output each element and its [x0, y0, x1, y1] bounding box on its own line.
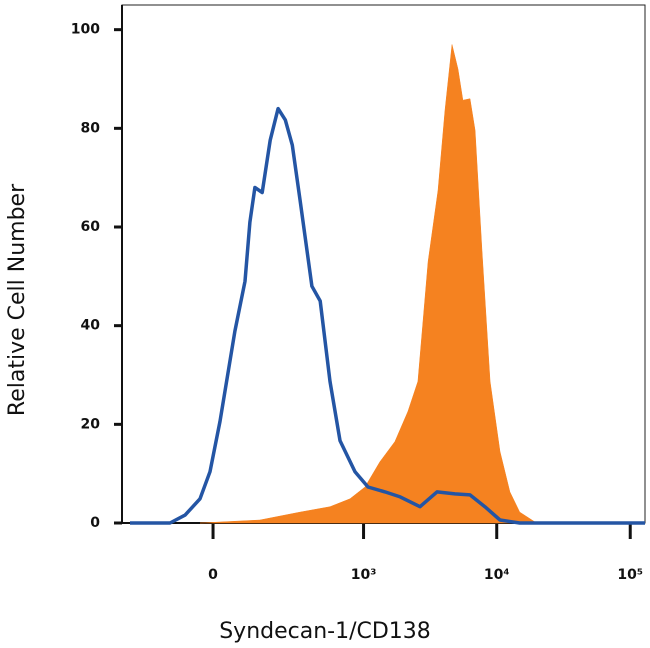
plot-frame: [121, 4, 646, 524]
x-tick-label: 10⁵: [617, 567, 643, 583]
histogram-area: [199, 44, 646, 524]
x-tick-label: 10³: [351, 567, 377, 583]
y-tick-label: 20: [81, 416, 101, 432]
x-axis-title: Syndecan-1/CD138: [219, 619, 431, 644]
histogram-line: [130, 106, 645, 525]
y-tick-label: 40: [81, 318, 101, 334]
y-tick-label: 60: [81, 219, 101, 235]
y-tick-label: 0: [90, 515, 100, 531]
y-tick-label: 100: [71, 22, 100, 38]
y-tick-label: 80: [81, 120, 101, 136]
x-tick-label: 0: [208, 567, 218, 583]
x-tick-label: 10⁴: [484, 567, 510, 583]
y-axis-title: Relative Cell Number: [5, 183, 30, 416]
